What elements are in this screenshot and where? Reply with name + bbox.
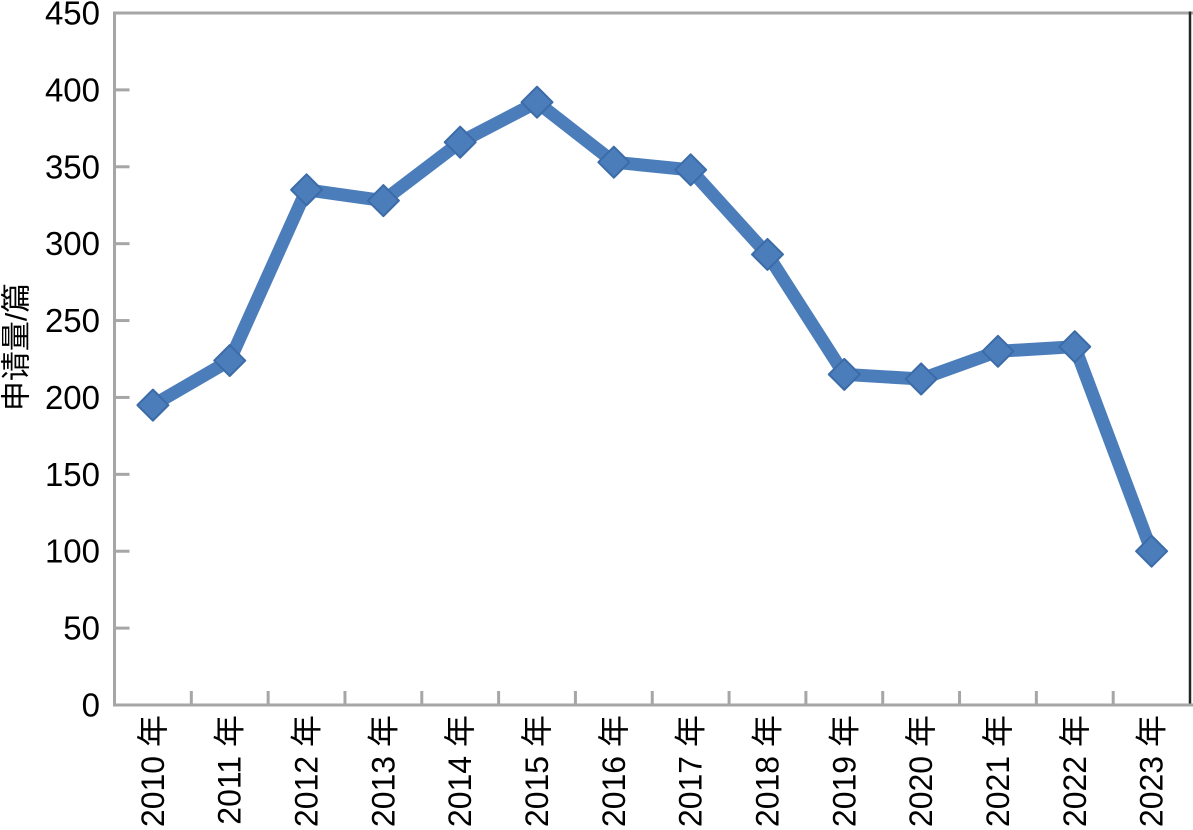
- y-axis-tick-label: 100: [45, 533, 100, 570]
- x-axis-tick-label: 2010 年: [135, 715, 171, 827]
- data-point-2018: [750, 237, 784, 271]
- y-axis-tick-label: 450: [45, 0, 100, 32]
- y-axis-tick-label: 200: [45, 379, 100, 416]
- data-point-2010: [136, 388, 170, 422]
- y-axis-tick-label: 0: [82, 687, 100, 724]
- data-point-2023: [1135, 534, 1169, 568]
- y-axis-tick-label: 300: [45, 225, 100, 262]
- data-point-2021: [981, 334, 1015, 368]
- y-axis-tick-label: 50: [63, 610, 100, 647]
- data-point-2019: [827, 357, 861, 391]
- y-axis-tick-label: 400: [45, 71, 100, 108]
- x-axis-tick-label: 2021 年: [980, 715, 1016, 827]
- data-point-2022: [1058, 330, 1092, 364]
- x-axis-tick-label: 2023 年: [1134, 715, 1170, 827]
- data-point-2011: [213, 344, 247, 378]
- data-line: [146, 95, 1159, 558]
- data-point-2015: [520, 85, 554, 119]
- x-axis-tick-label: 2015 年: [519, 715, 555, 827]
- x-axis-tick-label: 2017 年: [673, 715, 709, 827]
- data-point-2013: [366, 184, 400, 218]
- data-point-2014: [443, 125, 477, 159]
- x-axis-tick-label: 2012 年: [289, 715, 325, 827]
- x-axis-tick-label: 2019 年: [826, 715, 862, 827]
- x-axis-tick-label: 2022 年: [1057, 715, 1093, 827]
- data-point-2016: [597, 145, 631, 179]
- y-axis-tick-label: 150: [45, 456, 100, 493]
- y-axis-title: 申请量/篇: [1, 283, 34, 411]
- data-point-2020: [904, 362, 938, 396]
- x-axis-tick-label: 2016 年: [596, 715, 632, 827]
- x-axis-tick-label: 2011 年: [212, 715, 248, 825]
- x-axis-tick-label: 2018 年: [749, 715, 785, 827]
- y-axis-tick-label: 350: [45, 148, 100, 185]
- data-point-2012: [290, 173, 324, 207]
- x-axis-tick-label: 2014 年: [442, 715, 478, 827]
- data-point-2017: [674, 153, 708, 187]
- x-axis-tick-label: 2013 年: [365, 715, 401, 827]
- x-axis-tick-label: 2020 年: [903, 715, 939, 827]
- y-axis-tick-label: 250: [45, 302, 100, 339]
